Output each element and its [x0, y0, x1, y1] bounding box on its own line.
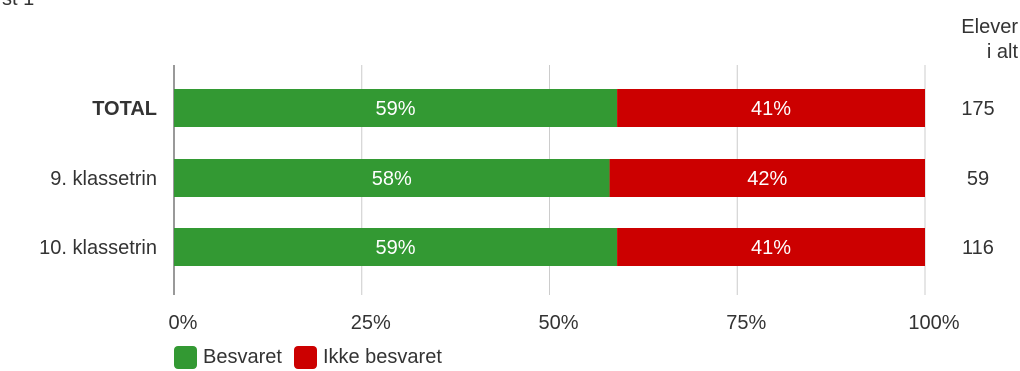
legend-swatch-red	[293, 345, 317, 369]
x-tick-label: 75%	[726, 312, 766, 334]
bar-data-label: 41%	[751, 237, 791, 259]
right-column-title-line-2: i alt	[987, 41, 1019, 63]
x-tick-label: 50%	[538, 312, 578, 334]
x-tick-label: 25%	[351, 312, 391, 334]
x-tick-label: 0%	[169, 312, 198, 334]
chart-title: st 1	[2, 0, 34, 11]
bar-ikke-besvaret	[617, 228, 925, 266]
bar-data-label: 59%	[376, 98, 416, 120]
legend-label-ikke-besvaret: Ikke besvaret	[322, 345, 442, 368]
legend: Besvaret Ikke besvaret	[174, 344, 454, 370]
legend-item-besvaret: Besvaret	[174, 345, 282, 369]
legend-swatch-green	[174, 345, 197, 369]
bar-besvaret	[174, 228, 618, 266]
bar-data-label: 58%	[372, 168, 412, 190]
category-label: 9. klassetrin	[50, 168, 157, 190]
bar-besvaret	[174, 89, 618, 127]
category-label: 10. klassetrin	[39, 237, 157, 259]
bar-ikke-besvaret	[617, 89, 925, 127]
right-column-title-line-1: Elever	[961, 16, 1018, 38]
total-students-value: 59	[967, 168, 989, 190]
total-students-value: 116	[962, 237, 994, 259]
bar-data-label: 59%	[376, 237, 416, 259]
legend-item-ikke-besvaret: Ikke besvaret	[293, 345, 442, 369]
bar-data-label: 41%	[751, 98, 791, 120]
bar-ikke-besvaret	[609, 159, 925, 197]
total-students-value: 175	[961, 98, 994, 120]
category-label: TOTAL	[92, 98, 157, 120]
bar-besvaret	[174, 159, 610, 197]
bar-data-label: 42%	[747, 168, 787, 190]
x-tick-label: 100%	[908, 312, 959, 334]
legend-label-besvaret: Besvaret	[203, 345, 282, 368]
